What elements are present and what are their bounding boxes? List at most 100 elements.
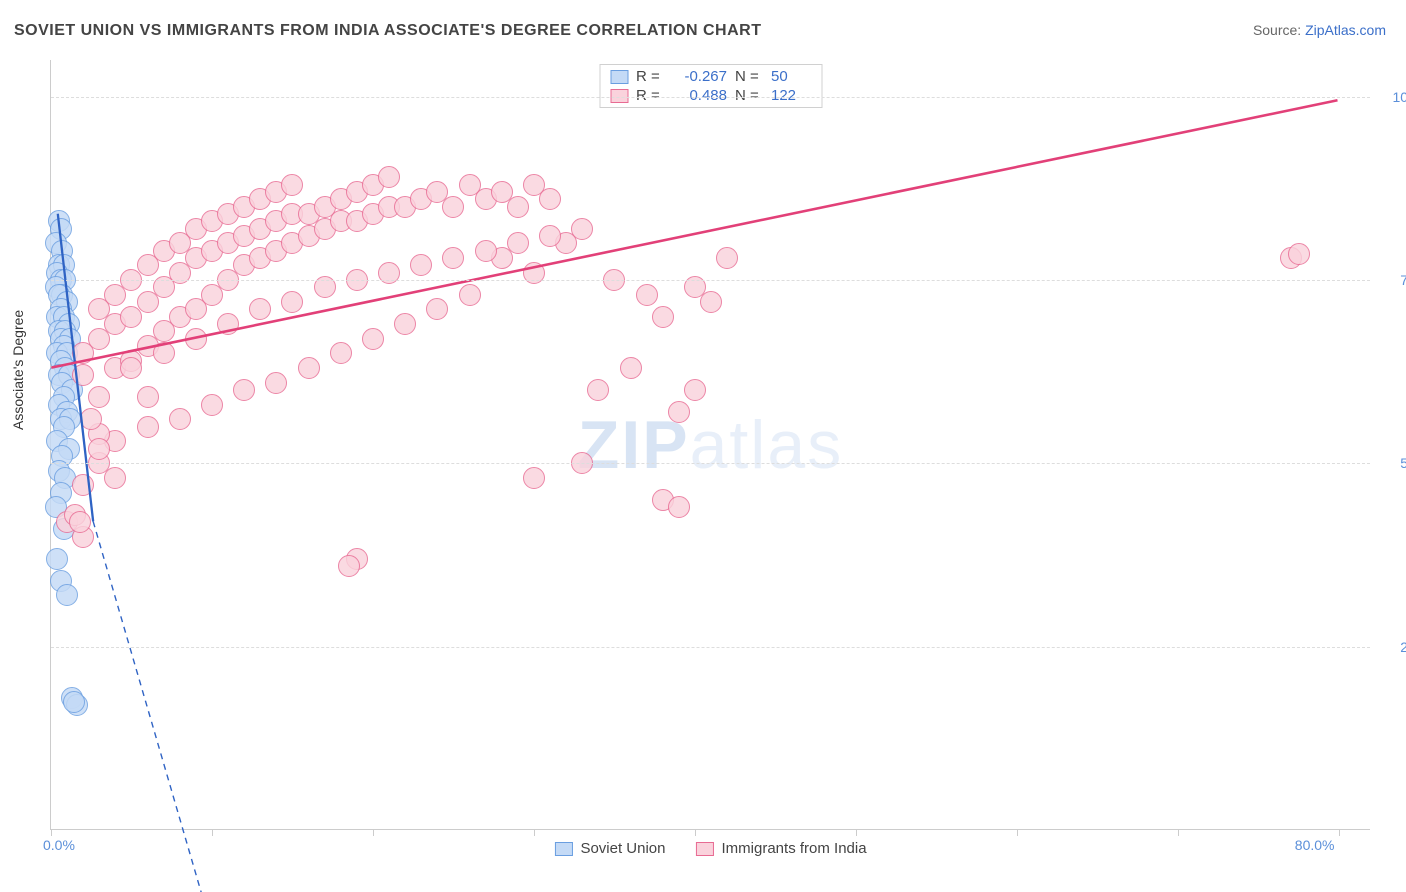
legend-label: Immigrants from India — [722, 840, 867, 857]
data-point — [668, 401, 690, 423]
data-point — [459, 284, 481, 306]
legend-label: Soviet Union — [580, 840, 665, 857]
legend-item: Immigrants from India — [696, 840, 867, 857]
data-point — [684, 379, 706, 401]
data-point — [72, 364, 94, 386]
x-tick-mark — [856, 829, 857, 836]
watermark-atlas: atlas — [690, 407, 844, 483]
data-point — [410, 254, 432, 276]
data-point — [120, 357, 142, 379]
data-point — [587, 379, 609, 401]
stats-box: R = -0.267 N = 50 R = 0.488 N = 122 — [599, 64, 822, 108]
data-point — [153, 342, 175, 364]
data-point — [700, 291, 722, 313]
stats-r-label: R = — [636, 87, 664, 104]
plot-area: ZIPatlas R =-0.267N =50R =0.488N =122 So… — [50, 60, 1370, 830]
grid-line — [51, 463, 1370, 464]
data-point — [104, 467, 126, 489]
data-point — [80, 408, 102, 430]
x-tick-mark — [1017, 829, 1018, 836]
data-point — [281, 174, 303, 196]
stats-row: R = 0.488 N = 122 — [610, 86, 811, 105]
data-point — [1288, 243, 1310, 265]
data-point — [620, 357, 642, 379]
data-point — [88, 386, 110, 408]
grid-line — [51, 97, 1370, 98]
x-tick-mark — [534, 829, 535, 836]
data-point — [442, 247, 464, 269]
legend-swatch — [696, 842, 714, 856]
data-point — [394, 313, 416, 335]
data-point — [137, 416, 159, 438]
grid-line — [51, 647, 1370, 648]
data-point — [539, 225, 561, 247]
stats-n-value: 50 — [771, 68, 811, 85]
legend-item: Soviet Union — [554, 840, 665, 857]
stats-r-value: -0.267 — [672, 68, 727, 85]
data-point — [507, 196, 529, 218]
data-point — [378, 166, 400, 188]
data-point — [507, 232, 529, 254]
bottom-legend: Soviet Union Immigrants from India — [554, 840, 866, 857]
data-point — [523, 467, 545, 489]
x-tick-mark — [1339, 829, 1340, 836]
stats-n-value: 122 — [771, 87, 811, 104]
x-tick-mark — [1178, 829, 1179, 836]
stats-r-value: 0.488 — [672, 87, 727, 104]
stats-swatch — [610, 70, 628, 84]
data-point — [88, 438, 110, 460]
data-point — [63, 691, 85, 713]
stats-swatch — [610, 89, 628, 103]
stats-n-label: N = — [735, 87, 763, 104]
y-tick-label: 75.0% — [1380, 272, 1406, 288]
x-tick-mark — [695, 829, 696, 836]
data-point — [185, 328, 207, 350]
data-point — [249, 298, 271, 320]
y-tick-label: 100.0% — [1380, 89, 1406, 105]
data-point — [442, 196, 464, 218]
source-link[interactable]: ZipAtlas.com — [1305, 22, 1386, 38]
data-point — [265, 372, 287, 394]
data-point — [233, 379, 255, 401]
data-point — [636, 284, 658, 306]
grid-line — [51, 280, 1370, 281]
data-point — [281, 291, 303, 313]
trend-line-extrap — [93, 521, 204, 892]
data-point — [571, 218, 593, 240]
data-point — [169, 408, 191, 430]
chart-title: SOVIET UNION VS IMMIGRANTS FROM INDIA AS… — [14, 22, 762, 40]
data-point — [426, 298, 448, 320]
y-tick-label: 25.0% — [1380, 639, 1406, 655]
y-tick-label: 50.0% — [1380, 455, 1406, 471]
stats-n-label: N = — [735, 68, 763, 85]
data-point — [475, 240, 497, 262]
data-point — [362, 328, 384, 350]
data-point — [69, 511, 91, 533]
data-point — [298, 357, 320, 379]
data-point — [217, 313, 239, 335]
x-tick-label: 0.0% — [43, 837, 75, 853]
legend-swatch — [554, 842, 572, 856]
chart-container: SOVIET UNION VS IMMIGRANTS FROM INDIA AS… — [0, 0, 1406, 892]
data-point — [338, 555, 360, 577]
data-point — [137, 386, 159, 408]
stats-r-label: R = — [636, 68, 664, 85]
x-tick-mark — [51, 829, 52, 836]
data-point — [46, 548, 68, 570]
trend-lines-svg — [51, 60, 1370, 829]
data-point — [716, 247, 738, 269]
x-tick-mark — [373, 829, 374, 836]
data-point — [668, 496, 690, 518]
source-attribution: Source: ZipAtlas.com — [1253, 22, 1386, 38]
y-axis-label: Associate's Degree — [10, 310, 26, 430]
data-point — [539, 188, 561, 210]
data-point — [330, 342, 352, 364]
data-point — [72, 474, 94, 496]
data-point — [56, 584, 78, 606]
x-tick-mark — [212, 829, 213, 836]
data-point — [652, 306, 674, 328]
stats-row: R = -0.267 N = 50 — [610, 67, 811, 86]
source-label: Source: — [1253, 22, 1305, 38]
watermark: ZIPatlas — [578, 406, 843, 484]
data-point — [201, 394, 223, 416]
